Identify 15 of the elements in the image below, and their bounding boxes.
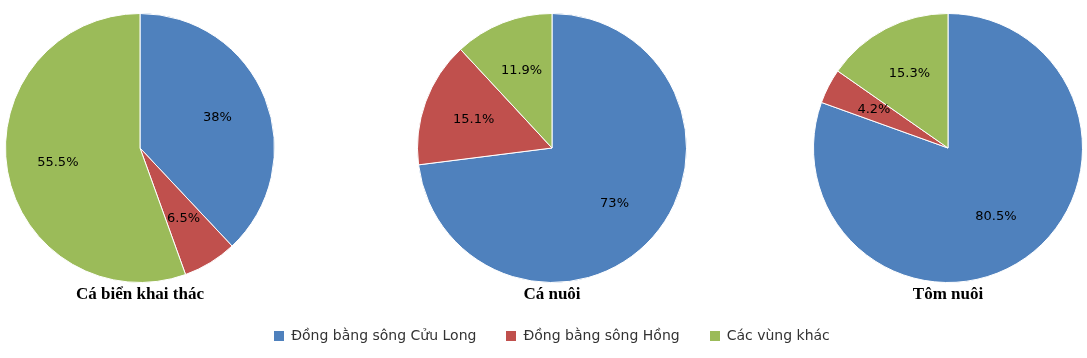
data-label: 38%	[203, 108, 232, 124]
legend-label: Các vùng khác	[725, 327, 830, 343]
data-label: 4.2%	[857, 101, 891, 117]
legend-label: Đồng bằng sông Hồng	[522, 327, 680, 343]
data-label: 15.3%	[888, 65, 931, 81]
data-label: 6.5%	[167, 210, 201, 226]
data-label: 55.5%	[37, 153, 79, 169]
data-label: 80.5%	[975, 207, 1017, 223]
text: Tôm nuôi	[911, 284, 985, 304]
data-label: 11.9%	[500, 61, 543, 77]
data-label: 15.1%	[452, 110, 495, 126]
text: Cá biển khai thác	[75, 284, 205, 304]
data-label: 73%	[600, 194, 629, 210]
legend-label: Đồng bằng sông Cửu Long	[290, 327, 477, 343]
text: Cá nuôi	[522, 284, 582, 304]
